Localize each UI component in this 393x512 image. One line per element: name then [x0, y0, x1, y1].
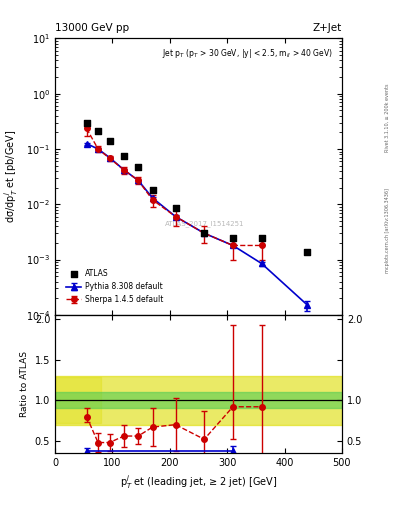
Text: Z+Jet: Z+Jet — [313, 23, 342, 33]
Text: mcplots.cern.ch [arXiv:1306.3436]: mcplots.cern.ch [arXiv:1306.3436] — [385, 188, 390, 273]
Legend: ATLAS, Pythia 8.308 default, Sherpa 1.4.5 default: ATLAS, Pythia 8.308 default, Sherpa 1.4.… — [64, 268, 165, 306]
ATLAS — [135, 162, 141, 170]
Text: Jet p$_T$ (p$_T$ > 30 GeV, |y| < 2.5, m$_{ll}$ > 40 GeV): Jet p$_T$ (p$_T$ > 30 GeV, |y| < 2.5, m$… — [162, 47, 333, 60]
ATLAS — [95, 127, 101, 135]
ATLAS — [259, 233, 265, 242]
ATLAS — [149, 186, 156, 194]
ATLAS — [121, 152, 127, 160]
ATLAS — [107, 137, 113, 145]
ATLAS — [201, 229, 208, 237]
ATLAS — [173, 204, 179, 212]
X-axis label: p$_T^j$ et (leading jet, ≥ 2 jet) [GeV]: p$_T^j$ et (leading jet, ≥ 2 jet) [GeV] — [120, 474, 277, 492]
Y-axis label: Ratio to ATLAS: Ratio to ATLAS — [20, 351, 29, 417]
ATLAS — [83, 118, 90, 126]
Text: ATLAS_2017_I1514251: ATLAS_2017_I1514251 — [164, 220, 244, 227]
Text: Rivet 3.1.10, ≥ 200k events: Rivet 3.1.10, ≥ 200k events — [385, 83, 390, 152]
Y-axis label: dσ/dp$_T^j$ et [pb/GeV]: dσ/dp$_T^j$ et [pb/GeV] — [3, 130, 20, 223]
ATLAS — [304, 247, 310, 255]
ATLAS — [230, 233, 236, 242]
Text: 13000 GeV pp: 13000 GeV pp — [55, 23, 129, 33]
